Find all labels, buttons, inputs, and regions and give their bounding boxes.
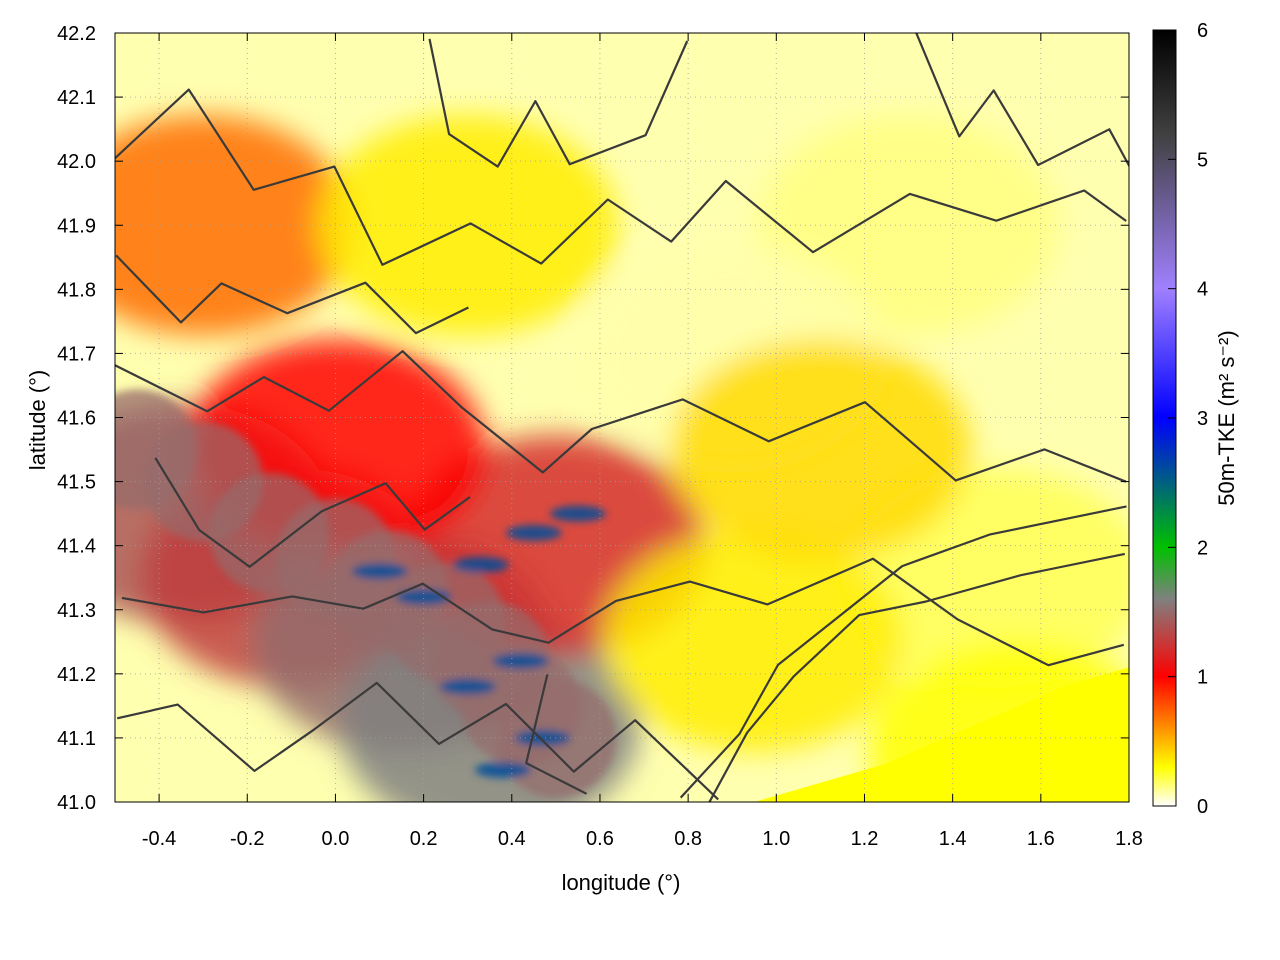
tke-region-12 (604, 531, 905, 752)
x-tick-label: 1.0 (762, 828, 790, 850)
colorbar-tick-label: 3 (1197, 408, 1208, 430)
tke-peak-4 (549, 505, 606, 522)
tke-peak-0 (351, 563, 408, 580)
y-tick-label: 41.9 (57, 215, 96, 237)
x-tick-label: 1.8 (1115, 828, 1143, 850)
tke-region-13 (670, 339, 971, 560)
x-tick-label: -0.2 (230, 828, 264, 850)
y-axis: 41.0 41.1 41.2 41.3 41.4 41.5 41.6 41.7 41.8 41.9… (57, 23, 1129, 814)
x-tick-label: -0.4 (142, 828, 176, 850)
y-tick-label: 41.6 (57, 408, 96, 430)
y-tick-label: 41.5 (57, 472, 96, 494)
elevation-contours (115, 33, 1129, 802)
x-tick-label: 0.0 (322, 828, 350, 850)
y-tick-label: 42.1 (57, 87, 96, 109)
colorbar-tick-label: 1 (1197, 667, 1208, 689)
sea-region (754, 667, 1129, 802)
y-tick-label: 41.0 (57, 792, 96, 814)
y-tick-label: 41.4 (57, 536, 96, 558)
tke-region-6 (115, 115, 354, 336)
colorbar-tick-label: 0 (1197, 796, 1208, 818)
y-tick-label: 41.2 (57, 664, 96, 686)
x-tick-label: 1.4 (939, 828, 967, 850)
x-tick-label: 0.2 (410, 828, 438, 850)
y-tick-label: 41.8 (57, 279, 96, 301)
colorbar: 0 1 2 3 4 5 6 50m-TKE (m² s⁻²) (1152, 20, 1239, 818)
x-tick-label: 1.6 (1027, 828, 1055, 850)
x-axis-title: longitude (°) (562, 870, 681, 895)
tke-peak-8 (514, 729, 571, 746)
tke-peak-6 (439, 678, 496, 695)
tke-peak-2 (452, 556, 509, 573)
x-axis: -0.4 -0.2 0.0 0.2 0.4 0.6 0.8 1.0 1.2 1.4 1.6 1.8 (142, 33, 1143, 850)
y-axis-title: latitude (°) (25, 370, 50, 471)
contour-line-2 (121, 557, 1125, 667)
x-tick-label: 1.2 (851, 828, 879, 850)
contour-line-5 (679, 505, 1127, 799)
colorbar-tick-label: 6 (1197, 20, 1208, 42)
colorbar-ticks: 0 1 2 3 4 5 6 (1168, 20, 1208, 818)
contour-line-3 (116, 681, 719, 801)
colorbar-tick-label: 5 (1197, 149, 1208, 171)
y-tick-label: 41.7 (57, 343, 96, 365)
contour-line-9 (525, 674, 588, 795)
contour-line-10 (915, 33, 1129, 168)
tke-field (115, 115, 1129, 802)
tke-peak-3 (505, 524, 562, 541)
x-tick-label: 0.8 (674, 828, 702, 850)
tke-peak-7 (474, 761, 531, 778)
contour-line-6 (428, 38, 689, 168)
x-tick-label: 0.4 (498, 828, 526, 850)
y-tick-label: 42.0 (57, 151, 96, 173)
contour-line-8 (154, 457, 471, 568)
contour-line-4 (708, 552, 1126, 802)
colorbar-tick-label: 2 (1197, 537, 1208, 559)
colorbar-tick-label: 4 (1197, 279, 1208, 301)
contour-line-0 (115, 88, 1127, 266)
y-tick-label: 42.2 (57, 23, 96, 45)
x-tick-label: 0.6 (586, 828, 614, 850)
colorbar-title: 50m-TKE (m² s⁻²) (1214, 330, 1239, 505)
plot-area (114, 32, 1130, 803)
y-tick-label: 41.3 (57, 600, 96, 622)
tke-peak-5 (492, 653, 549, 670)
contour-line-1 (115, 350, 1127, 483)
contour-line-7 (115, 254, 469, 335)
y-tick-label: 41.1 (57, 728, 96, 750)
